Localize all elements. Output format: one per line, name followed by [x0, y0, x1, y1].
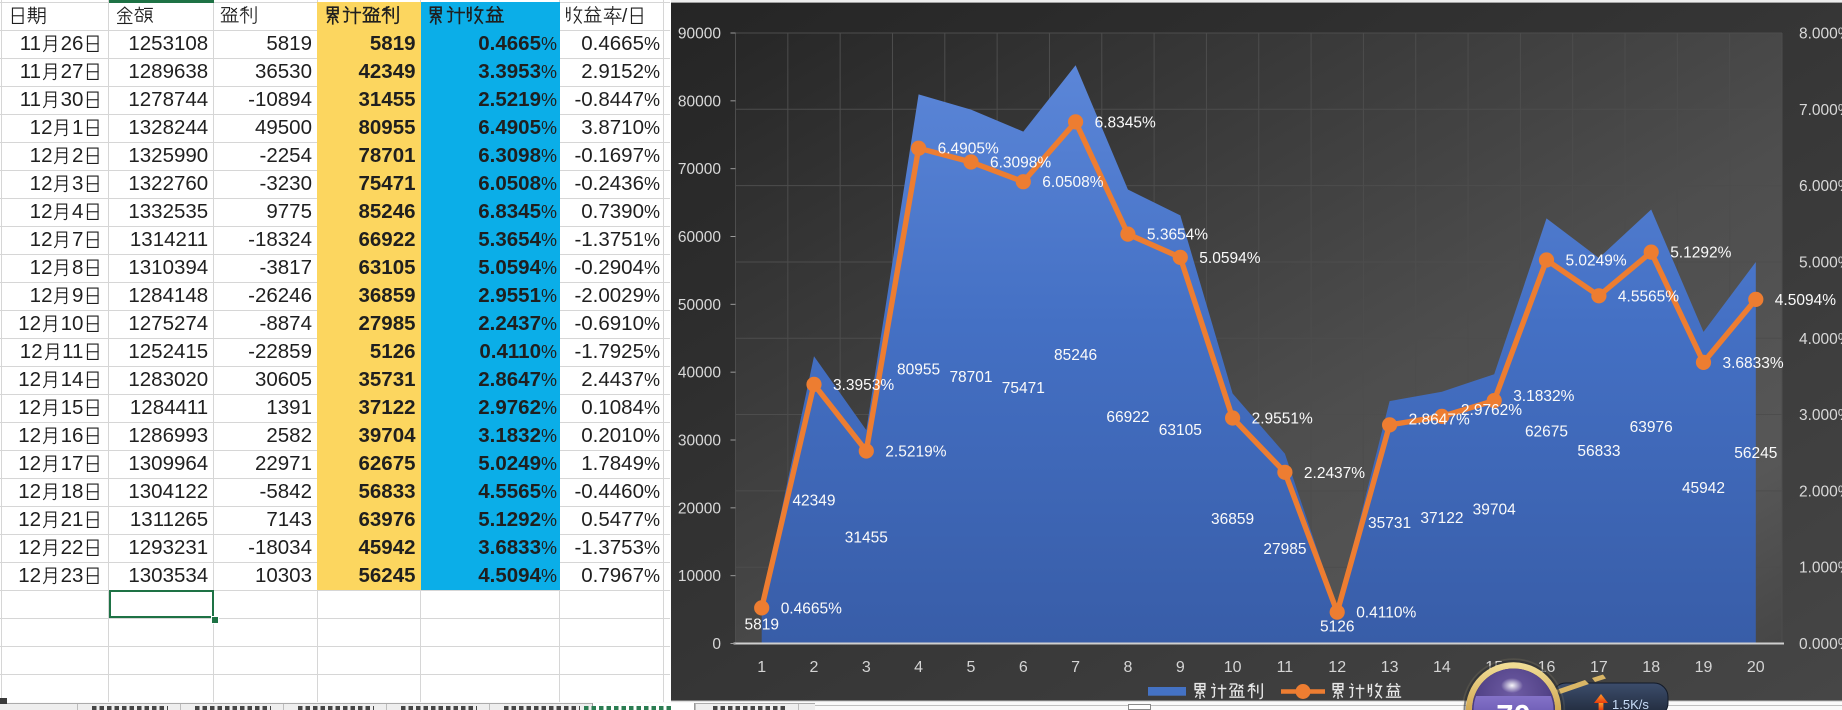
svg-text:12: 12 — [1328, 659, 1346, 676]
svg-text:4: 4 — [914, 659, 923, 676]
svg-text:78701: 78701 — [949, 369, 992, 386]
svg-text:63976: 63976 — [1630, 419, 1673, 436]
svg-text:4.5565%: 4.5565% — [1618, 288, 1679, 305]
svg-text:62675: 62675 — [1525, 423, 1568, 440]
svg-text:9: 9 — [1176, 659, 1185, 676]
svg-text:2.2437%: 2.2437% — [1304, 465, 1365, 482]
svg-text:35731: 35731 — [1368, 515, 1411, 532]
svg-text:1.5K/s: 1.5K/s — [1612, 697, 1649, 710]
svg-text:6.8345%: 6.8345% — [1095, 114, 1156, 131]
svg-text:1.000%: 1.000% — [1799, 560, 1842, 577]
svg-text:36859: 36859 — [1211, 511, 1254, 528]
svg-text:2.9551%: 2.9551% — [1252, 411, 1313, 428]
svg-text:13: 13 — [1381, 659, 1399, 676]
svg-text:2: 2 — [810, 659, 819, 676]
svg-text:16: 16 — [1538, 659, 1556, 676]
svg-text:1: 1 — [757, 659, 766, 676]
svg-text:4.5094%: 4.5094% — [1775, 292, 1836, 309]
svg-text:5.0594%: 5.0594% — [1199, 250, 1260, 267]
svg-text:3: 3 — [862, 659, 871, 676]
svg-text:11: 11 — [1277, 659, 1294, 676]
svg-text:63105: 63105 — [1159, 422, 1202, 439]
svg-text:18: 18 — [1642, 659, 1660, 676]
svg-text:31455: 31455 — [845, 529, 888, 546]
svg-text:39704: 39704 — [1473, 501, 1516, 518]
svg-text:2.5219%: 2.5219% — [885, 444, 946, 461]
svg-text:19: 19 — [1695, 659, 1713, 676]
svg-text:3.6833%: 3.6833% — [1723, 355, 1784, 372]
svg-text:6.3098%: 6.3098% — [990, 155, 1051, 172]
svg-text:6.4905%: 6.4905% — [938, 141, 999, 158]
svg-text:27985: 27985 — [1263, 541, 1306, 558]
svg-text:70000: 70000 — [678, 161, 721, 178]
svg-text:70: 70 — [1496, 698, 1530, 710]
svg-text:30000: 30000 — [678, 433, 721, 450]
svg-text:85246: 85246 — [1054, 347, 1097, 364]
svg-text:5.1292%: 5.1292% — [1670, 245, 1731, 262]
svg-text:8.000%: 8.000% — [1799, 26, 1842, 43]
svg-text:2.000%: 2.000% — [1799, 483, 1842, 500]
svg-text:7.000%: 7.000% — [1799, 102, 1842, 119]
svg-text:6.000%: 6.000% — [1799, 178, 1842, 195]
svg-text:5.3654%: 5.3654% — [1147, 227, 1208, 244]
svg-text:0.4110%: 0.4110% — [1356, 605, 1416, 622]
svg-text:45942: 45942 — [1682, 480, 1725, 497]
svg-text:0: 0 — [712, 636, 721, 653]
svg-text:0.000%: 0.000% — [1799, 636, 1842, 653]
svg-text:60000: 60000 — [678, 229, 721, 246]
svg-text:3.000%: 3.000% — [1799, 407, 1842, 424]
svg-text:42349: 42349 — [792, 492, 835, 509]
svg-text:75471: 75471 — [1002, 380, 1045, 397]
svg-text:80000: 80000 — [678, 93, 721, 110]
svg-text:20: 20 — [1747, 659, 1765, 676]
svg-text:56245: 56245 — [1734, 445, 1777, 462]
svg-text:10000: 10000 — [678, 568, 721, 585]
svg-text:37122: 37122 — [1420, 510, 1463, 527]
svg-text:4.000%: 4.000% — [1799, 331, 1842, 348]
svg-text:20000: 20000 — [678, 500, 721, 517]
svg-text:66922: 66922 — [1106, 409, 1149, 426]
svg-text:5819: 5819 — [744, 616, 778, 633]
svg-text:90000: 90000 — [678, 26, 721, 43]
svg-text:0.4665%: 0.4665% — [781, 600, 842, 617]
svg-text:80955: 80955 — [897, 361, 940, 378]
svg-text:2.9762%: 2.9762% — [1461, 402, 1522, 419]
svg-text:10: 10 — [1224, 659, 1242, 676]
svg-text:50000: 50000 — [678, 297, 721, 314]
svg-text:6.0508%: 6.0508% — [1042, 174, 1103, 191]
svg-text:17: 17 — [1590, 659, 1608, 676]
svg-text:2.8647%: 2.8647% — [1409, 411, 1470, 428]
svg-text:6: 6 — [1019, 659, 1028, 676]
svg-text:56833: 56833 — [1577, 443, 1620, 460]
svg-text:40000: 40000 — [678, 365, 721, 382]
svg-text:8: 8 — [1123, 659, 1132, 676]
svg-text:5126: 5126 — [1320, 619, 1354, 636]
svg-text:5.000%: 5.000% — [1799, 254, 1842, 271]
svg-text:14: 14 — [1433, 659, 1451, 676]
svg-text:5.0249%: 5.0249% — [1566, 253, 1627, 270]
svg-text:7: 7 — [1071, 659, 1080, 676]
svg-text:3.3953%: 3.3953% — [833, 377, 894, 394]
svg-text:3.1832%: 3.1832% — [1513, 388, 1574, 405]
svg-text:5: 5 — [967, 659, 976, 676]
